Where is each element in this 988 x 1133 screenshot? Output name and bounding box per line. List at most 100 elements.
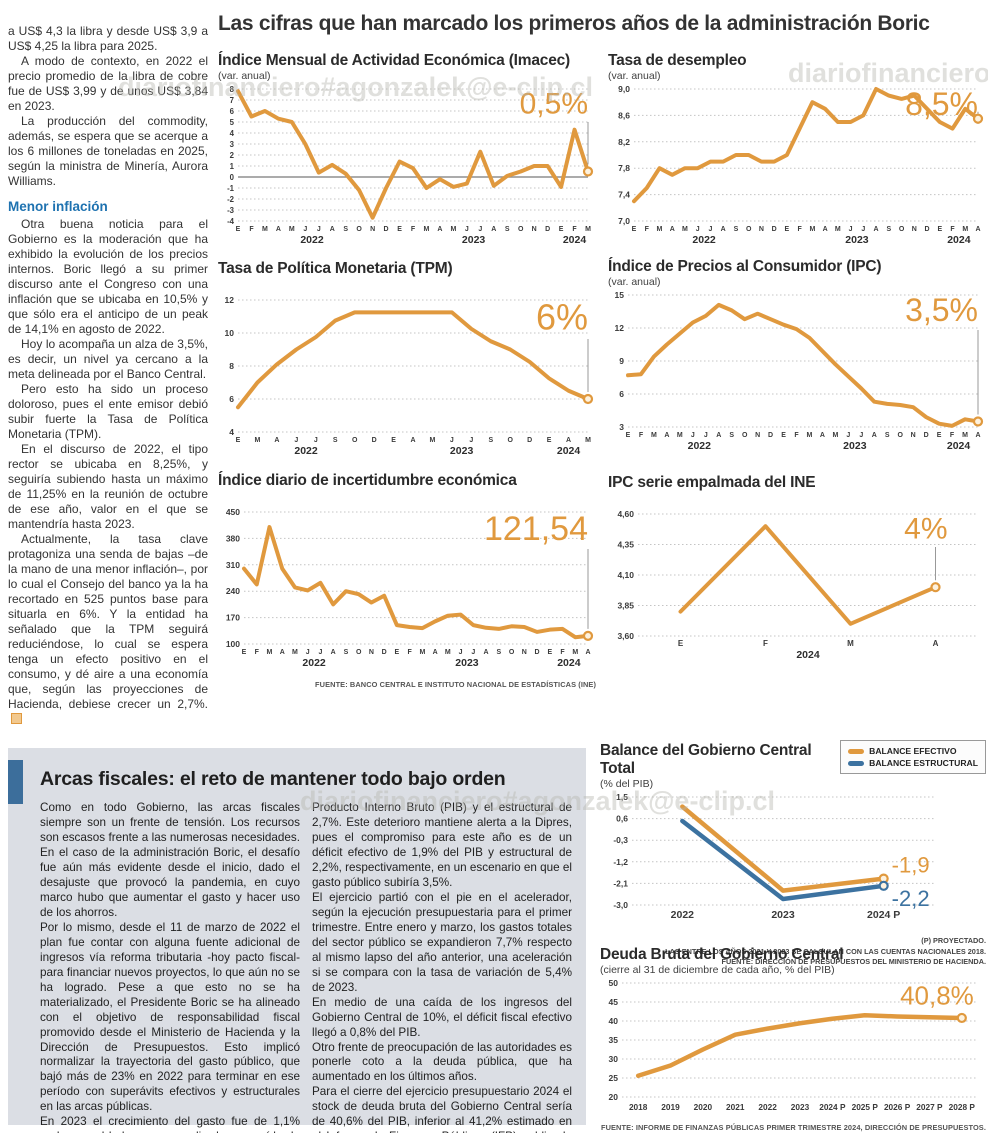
ipc-chart: Índice de Precios al Consumidor (IPC) (v…: [608, 258, 986, 462]
svg-text:2024: 2024: [947, 234, 971, 246]
svg-text:1: 1: [230, 162, 235, 171]
svg-text:J: J: [478, 226, 482, 233]
svg-text:N: N: [755, 432, 760, 439]
svg-text:M: M: [419, 649, 425, 656]
svg-text:S: S: [729, 432, 734, 439]
svg-text:D: D: [768, 432, 773, 439]
fiscal-paragraph: Como en todo Gobierno, las arcas fiscale…: [40, 801, 300, 919]
svg-text:M: M: [445, 649, 451, 656]
svg-text:N: N: [370, 226, 375, 233]
svg-text:2022: 2022: [688, 440, 712, 452]
svg-text:J: J: [465, 226, 469, 233]
svg-text:7: 7: [230, 96, 234, 105]
svg-text:2024: 2024: [563, 234, 587, 246]
svg-text:3,85: 3,85: [617, 601, 634, 611]
tpm-chart: Tasa de Política Monetaria (TPM) 12 10 8 6 4…: [218, 260, 596, 467]
svg-text:E: E: [937, 226, 942, 233]
svg-text:A: A: [820, 432, 825, 439]
svg-text:A: A: [933, 639, 939, 648]
fiscal-paragraph: En medio de una caída de los ingresos de…: [312, 995, 572, 1039]
svg-text:2023: 2023: [843, 440, 867, 452]
svg-text:M: M: [262, 226, 268, 233]
fiscal-text-column-2: Producto Interno Bruto (PIB) y el estruc…: [312, 801, 572, 1133]
svg-text:J: J: [294, 437, 298, 444]
svg-text:170: 170: [226, 613, 240, 623]
svg-text:2023: 2023: [462, 234, 486, 246]
svg-text:F: F: [249, 226, 254, 233]
fiscal-paragraph: Producto Interno Bruto (PIB) y el estruc…: [312, 801, 572, 889]
page-title: Las cifras que han marcado los primeros …: [218, 12, 930, 35]
svg-text:30: 30: [609, 1054, 619, 1064]
svg-text:2024: 2024: [947, 440, 971, 452]
fiscal-text-column-1: Como en todo Gobierno, las arcas fiscale…: [40, 801, 300, 1133]
svg-text:2022: 2022: [758, 1102, 777, 1112]
svg-text:M: M: [807, 432, 813, 439]
svg-text:D: D: [382, 649, 387, 656]
svg-text:S: S: [885, 432, 890, 439]
svg-text:O: O: [352, 437, 358, 444]
svg-text:2024 P: 2024 P: [819, 1102, 846, 1112]
svg-text:S: S: [734, 226, 739, 233]
svg-text:M: M: [962, 226, 968, 233]
svg-text:N: N: [911, 432, 916, 439]
svg-text:2: 2: [230, 151, 235, 160]
svg-text:S: S: [505, 226, 510, 233]
svg-text:M: M: [585, 226, 591, 233]
svg-text:F: F: [797, 226, 802, 233]
svg-text:A: A: [716, 432, 721, 439]
svg-text:-0,3: -0,3: [613, 835, 628, 845]
legend-label: BALANCE ESTRUCTURAL: [869, 758, 978, 768]
chart-subtitle: (% del PIB): [600, 778, 654, 790]
svg-text:8,2: 8,2: [618, 137, 630, 147]
svg-text:-2,1: -2,1: [613, 878, 628, 888]
svg-text:M: M: [847, 639, 854, 648]
svg-text:O: O: [746, 226, 752, 233]
article-paragraph: Pero esto ha sido un proceso doloroso, p…: [8, 382, 208, 441]
chart-title: Índice Mensual de Actividad Económica (I…: [218, 52, 571, 69]
svg-text:S: S: [886, 226, 891, 233]
svg-text:5: 5: [230, 118, 235, 127]
svg-text:M: M: [835, 226, 841, 233]
svg-text:E: E: [559, 226, 564, 233]
svg-text:2021: 2021: [726, 1102, 745, 1112]
svg-text:A: A: [484, 649, 489, 656]
svg-text:2024: 2024: [557, 657, 581, 669]
svg-text:-1,2: -1,2: [613, 857, 628, 867]
fiscal-paragraph: En 2023 el crecimiento del gasto fue de …: [40, 1115, 300, 1133]
svg-text:A: A: [975, 432, 980, 439]
article-paragraph: Actualmente, la tasa clave protagoniza u…: [8, 532, 208, 727]
svg-text:E: E: [547, 649, 552, 656]
svg-text:S: S: [343, 226, 348, 233]
svg-text:8: 8: [230, 85, 235, 94]
svg-text:E: E: [937, 432, 942, 439]
svg-text:J: J: [704, 432, 708, 439]
svg-text:6%: 6%: [536, 297, 588, 338]
svg-text:F: F: [950, 226, 955, 233]
svg-text:4: 4: [230, 129, 235, 138]
svg-text:A: A: [437, 226, 442, 233]
fiscal-paragraph: Por lo mismo, desde el 11 de marzo de 20…: [40, 920, 300, 1114]
svg-text:M: M: [962, 432, 968, 439]
svg-text:A: A: [664, 432, 669, 439]
article-paragraph: En el discurso de 2022, el tipo rector s…: [8, 442, 208, 531]
svg-text:M: M: [677, 432, 683, 439]
svg-text:310: 310: [226, 560, 240, 570]
svg-text:2023: 2023: [455, 657, 479, 669]
svg-text:50: 50: [609, 978, 619, 988]
article-paragraph: Otra buena noticia para el Gobierno es l…: [8, 217, 208, 336]
svg-text:F: F: [560, 649, 565, 656]
balance-chart-plot: 1,5 0,6 -0,3 -1,2 -2,1 -3,0 2022 2023 2024 P -1,9…: [600, 791, 986, 934]
svg-text:S: S: [488, 437, 493, 444]
svg-text:J: J: [303, 226, 307, 233]
svg-text:2028 P: 2028 P: [949, 1102, 976, 1112]
svg-text:2023: 2023: [771, 909, 795, 921]
svg-text:8,6: 8,6: [618, 110, 630, 120]
svg-text:2025 P: 2025 P: [852, 1102, 879, 1112]
svg-text:100: 100: [226, 639, 240, 649]
svg-text:2024: 2024: [557, 445, 581, 457]
svg-text:M: M: [809, 226, 815, 233]
svg-text:J: J: [846, 432, 850, 439]
svg-text:A: A: [585, 649, 590, 656]
svg-text:A: A: [330, 226, 335, 233]
svg-text:A: A: [566, 437, 571, 444]
